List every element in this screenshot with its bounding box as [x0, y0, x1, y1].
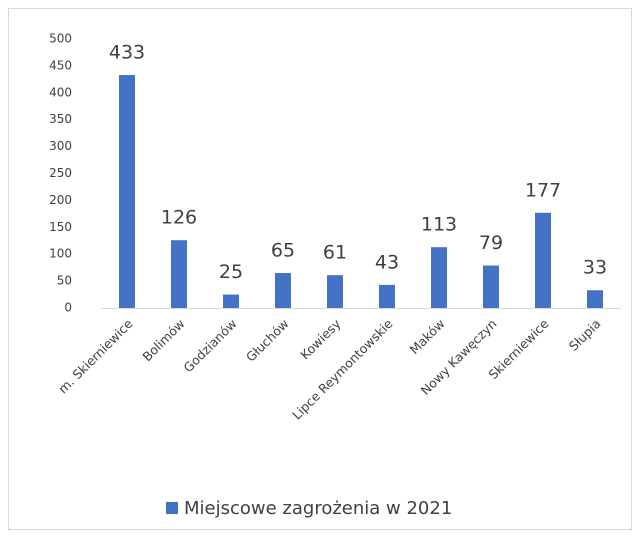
bar	[119, 75, 135, 309]
data-label: 33	[583, 257, 607, 279]
bar	[431, 247, 447, 308]
legend-label: Miejscowe zagrożenia w 2021	[184, 498, 452, 519]
y-tick-label: 450	[49, 58, 72, 72]
y-tick-label: 250	[49, 166, 72, 180]
bar	[535, 212, 551, 308]
data-label: 79	[479, 232, 503, 254]
data-label: 177	[525, 179, 561, 201]
y-tick-label: 400	[49, 85, 72, 99]
data-label: 113	[421, 214, 457, 236]
bar	[275, 273, 291, 308]
y-tick-label: 350	[49, 112, 72, 126]
y-tick-label: 100	[49, 247, 72, 261]
bar	[223, 294, 239, 308]
y-tick-label: 0	[64, 301, 72, 315]
bar	[587, 290, 603, 308]
bar	[171, 240, 187, 308]
y-tick-label: 500	[49, 32, 72, 46]
data-label: 25	[219, 261, 243, 283]
y-tick-label: 300	[49, 139, 72, 153]
data-label: 433	[109, 42, 145, 64]
data-label: 65	[271, 240, 295, 262]
data-label: 126	[161, 207, 197, 229]
bar	[379, 284, 395, 308]
data-label: 43	[375, 251, 399, 273]
bar	[327, 275, 343, 308]
bar	[483, 265, 499, 308]
y-tick-label: 50	[57, 274, 72, 288]
y-tick-label: 200	[49, 193, 72, 207]
chart-border	[8, 8, 632, 530]
legend-swatch	[166, 502, 178, 514]
data-label: 61	[323, 242, 347, 264]
y-tick-label: 150	[49, 220, 72, 234]
